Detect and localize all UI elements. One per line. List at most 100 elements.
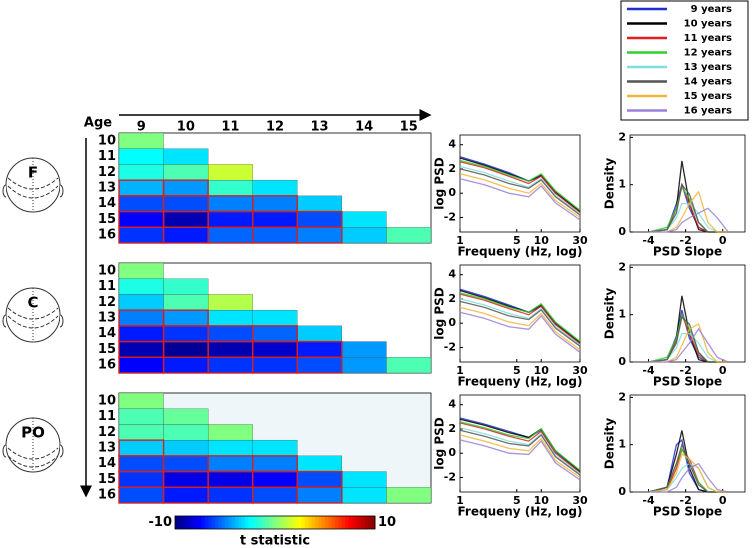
- x-axis-label: Frequeny (Hz, log): [458, 245, 583, 259]
- heatmap-cell: [207, 227, 253, 244]
- heatmap-cell: [252, 471, 298, 488]
- y-tick-label: -2: [444, 340, 456, 353]
- x-tick-label: -4: [642, 234, 655, 247]
- legend-label: 16 years: [684, 106, 732, 117]
- series-line: [459, 311, 581, 353]
- heatmap-cell: [297, 487, 343, 504]
- heatmap-cell: [252, 455, 298, 472]
- region-label: C: [27, 294, 38, 312]
- row-label: 10: [98, 263, 116, 278]
- colorbar-frame: [174, 515, 376, 530]
- heatmap-cell: [252, 309, 298, 327]
- heatmap-cell: [207, 211, 253, 228]
- x-axis-label: Frequeny (Hz, log): [458, 505, 583, 519]
- y-tick-label: 4: [448, 268, 456, 281]
- colorbar-segment: [255, 516, 259, 529]
- heatmap-cell: [341, 227, 387, 244]
- x-tick-label: 10: [534, 494, 550, 507]
- colorbar-segment: [191, 516, 196, 529]
- heatmap-cell: [252, 439, 298, 457]
- colorbar-segment: [288, 516, 293, 529]
- heatmap-cell: [118, 179, 164, 197]
- x-tick-label: 5: [513, 494, 521, 507]
- colorbar-tick-label: 10: [378, 515, 396, 530]
- heatmap-cell: [341, 487, 387, 504]
- heatmap-cell: [252, 227, 298, 244]
- heatmap-cell: [163, 195, 209, 212]
- series-line: [459, 173, 581, 218]
- heatmap-cell: [118, 357, 164, 374]
- heatmap-cell: [207, 325, 253, 342]
- heatmap-cell: [118, 294, 164, 311]
- row-label: 13: [98, 311, 116, 326]
- colorbar-segment: [175, 516, 179, 529]
- legend-label: 9 years: [691, 4, 732, 15]
- significance-outline: [296, 486, 343, 504]
- heatmap-cell: [297, 357, 343, 374]
- heatmap-cell: [118, 262, 164, 279]
- heatmap-cell: [297, 471, 343, 488]
- heatmap-cell: [163, 325, 209, 342]
- heatmap-cell: [297, 455, 343, 472]
- y-axis-label: log PSD: [433, 287, 447, 340]
- y-tick-label: 1: [618, 438, 626, 451]
- colorbar-segment: [225, 516, 229, 529]
- colorbar-segment: [315, 516, 319, 529]
- heatmap-cell: [341, 211, 387, 228]
- colorbar-segment: [291, 516, 296, 529]
- y-tick-label: 2: [448, 292, 456, 305]
- y-tick-label: 0: [448, 316, 456, 329]
- y-tick-label: 2: [618, 130, 626, 143]
- axis-label: Age: [84, 116, 112, 131]
- heatmap-cell: [163, 211, 209, 228]
- heatmap-cell: [163, 471, 209, 488]
- colorbar-segment: [305, 516, 309, 529]
- heatmap-cell: [118, 211, 164, 228]
- x-tick-label: 30: [572, 364, 588, 377]
- x-tick-label: 10: [534, 364, 550, 377]
- legend-label: 10 years: [684, 19, 732, 30]
- x-tick-label: 5: [513, 364, 521, 377]
- y-tick-label: 0: [618, 355, 626, 368]
- heatmap-cell: [297, 341, 343, 358]
- colorbar-segment: [308, 516, 313, 529]
- colorbar-segment: [335, 516, 339, 529]
- heatmap-cell: [252, 179, 298, 197]
- row-label: 13: [98, 181, 116, 196]
- series-line: [459, 429, 581, 476]
- colorbar-segment: [355, 516, 359, 529]
- x-tick-label: -2: [680, 364, 692, 377]
- heatmap-cell: [118, 309, 164, 327]
- heatmap-cell: [118, 439, 164, 457]
- colorbar-segment: [338, 516, 343, 529]
- heatmap-cell: [252, 211, 298, 228]
- heatmap-cell: [207, 309, 253, 327]
- row-label: 15: [98, 342, 116, 357]
- legend-label: 14 years: [684, 77, 732, 88]
- heatmap-cell: [252, 341, 298, 358]
- row-label: 11: [98, 149, 116, 164]
- y-tick-label: 0: [618, 485, 626, 498]
- heatmap-cell: [118, 278, 164, 295]
- x-tick-label: -4: [642, 494, 655, 507]
- x-tick-label: -2: [680, 234, 692, 247]
- heatmap-cell: [297, 211, 343, 228]
- plot-frame: [629, 264, 746, 363]
- column-label: 9: [137, 120, 146, 135]
- series-line: [648, 315, 729, 363]
- x-tick-label: 5: [513, 234, 521, 247]
- colorbar-segment: [231, 516, 236, 529]
- heatmap-cell: [163, 455, 209, 472]
- row-label: 11: [98, 279, 116, 294]
- colorbar-segment: [275, 516, 279, 529]
- heatmap-cell: [207, 195, 253, 212]
- x-tick-label: 0: [719, 234, 727, 247]
- heatmap-cell: [386, 227, 432, 244]
- colorbar-segment: [241, 516, 246, 529]
- y-tick-label: 0: [448, 186, 456, 199]
- heatmap-cell: [118, 132, 164, 149]
- heatmap-cell: [163, 341, 209, 358]
- series-line: [648, 332, 729, 363]
- heatmap-cell: [118, 341, 164, 358]
- colorbar-segment: [321, 516, 326, 529]
